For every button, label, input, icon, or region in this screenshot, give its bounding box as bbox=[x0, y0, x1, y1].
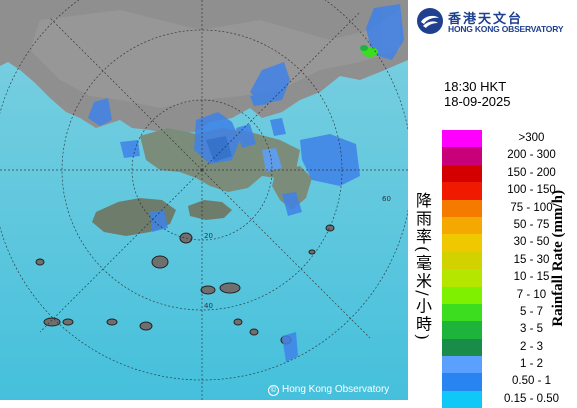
mainland-texture bbox=[30, 10, 400, 108]
legend-title-zh: 降雨率(毫米/小時) bbox=[413, 192, 432, 342]
hong-kong-island bbox=[188, 200, 232, 220]
legend-swatch bbox=[442, 164, 482, 183]
legend-label: 5 - 7 bbox=[519, 305, 543, 318]
legend-label: 1 - 2 bbox=[519, 358, 543, 371]
legend-labels: >300 200 - 300 150 - 200 100 - 150 75 - 100 5… bbox=[486, 130, 577, 408]
legend-swatch bbox=[442, 338, 482, 357]
legend-label: 30 - 50 bbox=[513, 236, 550, 249]
org-name-en: HONG KONG OBSERVATORY bbox=[448, 24, 564, 34]
moderate-rain-cells bbox=[360, 45, 378, 57]
org-name-zh: 香港天文台 bbox=[448, 12, 524, 27]
legend-color-scale bbox=[442, 130, 482, 408]
observatory-logo: 香港天文台 HONG KONG OBSERVATORY bbox=[414, 4, 577, 38]
observatory-emblem-icon bbox=[417, 8, 443, 34]
copyright-icon: © bbox=[268, 385, 279, 396]
range-ring-label-60: 60 bbox=[382, 195, 391, 203]
radar-map: 20 40 60 © Hong Kong Observatory bbox=[0, 0, 408, 400]
legend-swatch bbox=[442, 373, 482, 391]
legend-label: >300 bbox=[518, 132, 545, 144]
legend-swatch bbox=[442, 269, 482, 287]
legend-label: 200 - 300 bbox=[507, 149, 556, 162]
legend-label: 3 - 5 bbox=[519, 323, 543, 336]
legend-swatch bbox=[442, 147, 482, 165]
rain-echoes bbox=[88, 4, 404, 362]
legend-swatch bbox=[442, 251, 482, 270]
legend-label: 0.15 - 0.50 bbox=[504, 392, 559, 405]
legend-swatch bbox=[442, 216, 482, 235]
range-rings bbox=[0, 0, 408, 400]
legend-label: 2 - 3 bbox=[519, 340, 543, 353]
observation-date: 18-09-2025 bbox=[444, 94, 511, 109]
outlying-islands bbox=[35, 224, 335, 345]
copyright-notice: © Hong Kong Observatory bbox=[268, 384, 389, 396]
legend-label: 100 - 150 bbox=[507, 184, 556, 197]
legend-panel: 香港天文台 HONG KONG OBSERVATORY 18:30 HKT 18… bbox=[408, 0, 577, 408]
legend-label: 10 - 15 bbox=[513, 271, 550, 284]
legend-swatch bbox=[442, 199, 482, 217]
legend-swatch bbox=[442, 321, 482, 339]
legend-label: 150 - 200 bbox=[507, 166, 556, 179]
range-ring-label-20: 20 bbox=[204, 232, 213, 240]
legend-swatch bbox=[442, 390, 482, 408]
legend-swatch bbox=[442, 234, 482, 252]
legend-swatch bbox=[442, 182, 482, 200]
eastern-peninsula bbox=[272, 166, 312, 210]
legend-swatch bbox=[442, 286, 482, 304]
legend-label: 75 - 100 bbox=[510, 201, 553, 214]
legend-title-en: Rainfall Rate (mm/h) bbox=[550, 190, 566, 327]
legend-swatch bbox=[442, 356, 482, 374]
legend-label: 7 - 10 bbox=[516, 288, 547, 301]
legend-label: 50 - 75 bbox=[513, 218, 550, 231]
range-ring-label-40: 40 bbox=[204, 302, 213, 310]
legend-swatch bbox=[442, 303, 482, 322]
copyright-text: Hong Kong Observatory bbox=[282, 384, 390, 395]
legend-label: 15 - 30 bbox=[513, 253, 550, 266]
radar-map-svg: 20 40 60 bbox=[0, 0, 408, 400]
legend-swatch bbox=[442, 130, 482, 148]
legend-label: 0.50 - 1 bbox=[512, 375, 551, 388]
observation-time: 18:30 HKT bbox=[444, 79, 507, 94]
